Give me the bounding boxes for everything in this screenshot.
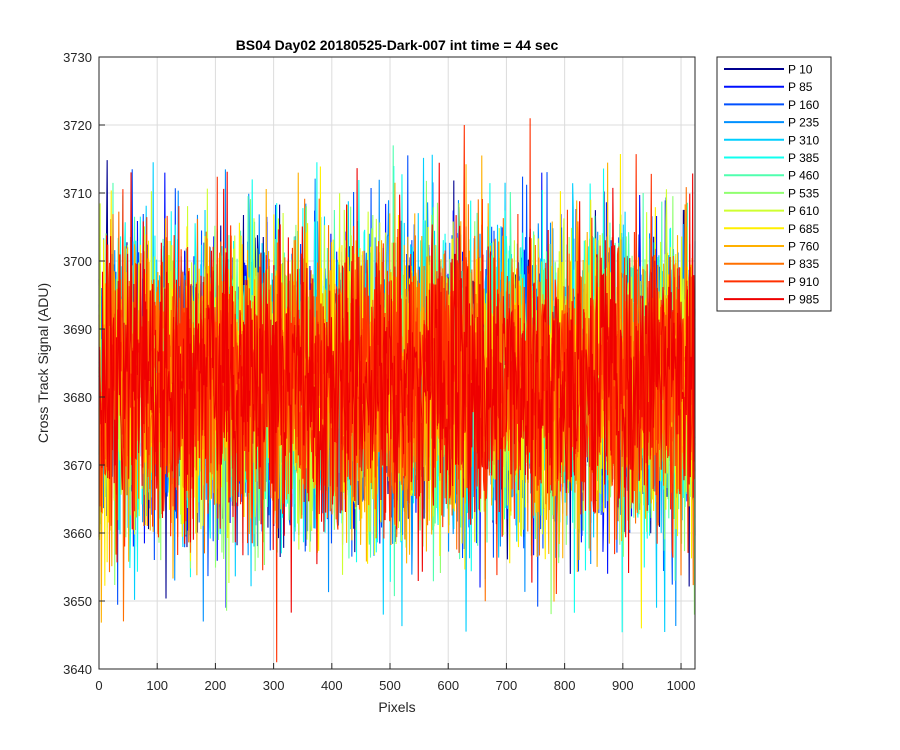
legend-label-p-460: P 460 xyxy=(788,169,819,183)
y-axis-label: Cross Track Signal (ADU) xyxy=(35,283,51,443)
y-axis: 3640 3650 3660 3670 3680 3690 3700 3710 3720 3730 xyxy=(63,50,105,677)
x-tick-label: 300 xyxy=(263,678,285,693)
y-tick-label: 3690 xyxy=(63,322,92,337)
legend-label-p-535: P 535 xyxy=(788,186,819,200)
legend-label-p-235: P 235 xyxy=(788,116,819,130)
plot-frame xyxy=(98,56,696,670)
x-tick-label: 0 xyxy=(95,678,102,693)
x-axis-label: Pixels xyxy=(378,699,415,715)
y-tick-label: 3730 xyxy=(63,50,92,65)
x-tick-label: 100 xyxy=(146,678,168,693)
series-lines xyxy=(98,118,696,663)
x-tick-label: 900 xyxy=(612,678,634,693)
y-tick-label: 3640 xyxy=(63,662,92,677)
legend-label-p-385: P 385 xyxy=(788,151,819,165)
x-tick-label: 400 xyxy=(321,678,343,693)
y-tick-label: 3670 xyxy=(63,458,92,473)
series-line-p-985 xyxy=(98,162,696,613)
legend-label-p-160: P 160 xyxy=(788,98,819,112)
y-tick-label: 3680 xyxy=(63,390,92,405)
legend-label-p-10: P 10 xyxy=(788,63,813,77)
x-tick-label: 1000 xyxy=(667,678,696,693)
y-tick-label: 3650 xyxy=(63,594,92,609)
legend-items: P 10 P 85 P 160 P 235 P 310 P 385 P 460 P 535 P … xyxy=(724,63,819,307)
x-tick-label: 600 xyxy=(437,678,459,693)
legend-box xyxy=(716,56,832,312)
legend-label-p-760: P 760 xyxy=(788,240,819,254)
legend-label-p-985: P 985 xyxy=(788,293,819,307)
x-axis: 0 100 200 300 400 500 600 700 800 900 1000 xyxy=(95,663,695,693)
x-tick-label: 800 xyxy=(554,678,576,693)
legend-label-p-685: P 685 xyxy=(788,222,819,236)
legend-label-p-835: P 835 xyxy=(788,257,819,271)
legend-label-p-610: P 610 xyxy=(788,204,819,218)
y-tick-label: 3710 xyxy=(63,186,92,201)
y-tick-label: 3700 xyxy=(63,254,92,269)
y-tick-label: 3720 xyxy=(63,118,92,133)
legend-label-p-910: P 910 xyxy=(788,275,819,289)
y-tick-label: 3660 xyxy=(63,526,92,541)
legend-label-p-85: P 85 xyxy=(788,80,813,94)
x-tick-label: 200 xyxy=(205,678,227,693)
chart-title: BS04 Day02 20180525-Dark-007 int time = … xyxy=(236,37,559,53)
plot-area xyxy=(98,56,696,670)
legend: P 10 P 85 P 160 P 235 P 310 P 385 P 460 P 535 P … xyxy=(716,56,832,312)
x-tick-label: 500 xyxy=(379,678,401,693)
legend-label-p-310: P 310 xyxy=(788,133,819,147)
x-tick-label: 700 xyxy=(496,678,518,693)
